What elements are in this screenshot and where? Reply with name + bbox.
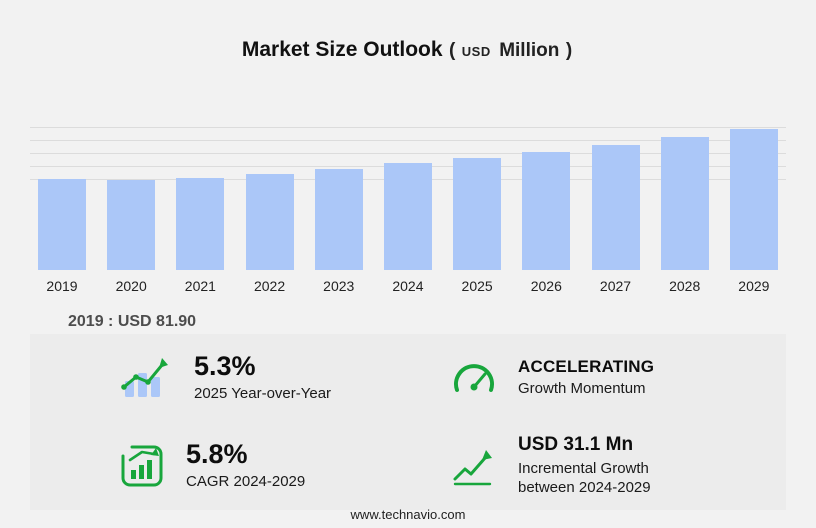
- bar-2019: [38, 178, 86, 270]
- x-tick-label: 2028: [669, 278, 701, 294]
- x-tick-label: 2029: [738, 278, 770, 294]
- x-tick-label: 2027: [599, 278, 632, 294]
- x-tick-label: 2020: [115, 278, 147, 294]
- bar-2024: [383, 163, 432, 270]
- title-main-text: Market Size Outlook: [241, 38, 443, 61]
- x-tick-label: 2022: [253, 278, 286, 294]
- stat-value: ACCELERATING: [518, 356, 655, 376]
- speedometer-icon: [450, 358, 498, 398]
- bar-2023: [314, 169, 363, 270]
- stat-text-block: 5.8% CAGR 2024-2029: [186, 440, 305, 491]
- x-axis-labels: 2019 2020 2021 2022 2023 2024 2025 2026 2027 2028…: [30, 278, 786, 294]
- stat-yoy: 5.3% 2025 Year-over-Year: [30, 334, 408, 422]
- bar-2025: [453, 157, 502, 270]
- x-tick-label: 2024: [392, 278, 424, 294]
- base-year-annotation: 2019 : USD 81.90: [68, 313, 197, 330]
- stat-incremental: USD 31.1 Mn Incremental Growth between 2…: [408, 422, 786, 510]
- bar-2020: [107, 179, 156, 270]
- stat-value: 5.3%: [194, 351, 256, 382]
- x-tick-label: 2023: [323, 278, 355, 294]
- title-unit-currency: USD: [461, 44, 491, 59]
- bar-2022: [245, 174, 294, 270]
- bar-2021: [176, 177, 225, 270]
- bar-2028: [660, 137, 709, 270]
- stat-value: USD 31.1 Mn: [518, 434, 634, 456]
- stat-text-block: 5.3% 2025 Year-over-Year: [194, 352, 331, 403]
- stat-value: 5.8%: [186, 439, 248, 470]
- x-tick-label: 2021: [184, 278, 216, 294]
- stat-momentum: ACCELERATING Growth Momentum: [408, 334, 786, 422]
- incremental-growth-arrow-icon: [450, 445, 498, 487]
- bar-chart: 2019 2020 2021 2022 2023 2024 2025 2026 2027 2028…: [30, 125, 786, 294]
- stat-label: Growth Momentum: [518, 380, 646, 398]
- gridline: [30, 127, 786, 128]
- bar-2029: [729, 128, 778, 270]
- bar-2026: [522, 151, 571, 270]
- stat-label: Incremental Growth between 2024-2029: [518, 460, 651, 496]
- x-tick-label: 2019: [46, 278, 78, 294]
- stats-panel: 5.3% 2025 Year-over-Year ACCELERATING Gr…: [30, 334, 786, 510]
- title-unit-scale: Million: [499, 40, 560, 61]
- stat-cagr: 5.8% CAGR 2024-2029: [30, 422, 408, 510]
- footer-url[interactable]: www.technavio.com: [350, 507, 466, 522]
- x-tick-label: 2026: [530, 278, 562, 294]
- gridline: [30, 153, 786, 154]
- x-tick-label: 2025: [461, 278, 493, 294]
- stat-label: CAGR 2024-2029: [186, 472, 306, 490]
- plot-area: [30, 125, 786, 270]
- bar-series: [30, 125, 786, 270]
- title-paren-open: (: [449, 40, 456, 61]
- gridline: [30, 140, 786, 141]
- stat-text-block: USD 31.1 Mn Incremental Growth between 2…: [518, 434, 698, 497]
- stat-text-block: ACCELERATING Growth Momentum: [518, 357, 654, 399]
- title-paren-close: ): [565, 40, 573, 61]
- bar-2027: [591, 144, 640, 270]
- stat-label: 2025 Year-over-Year: [194, 384, 332, 402]
- yoy-bars-arrow-icon: [118, 355, 174, 401]
- cagr-chart-box-icon: [118, 442, 166, 490]
- chart-title: Market Size Outlook ( USD Million ): [0, 38, 816, 62]
